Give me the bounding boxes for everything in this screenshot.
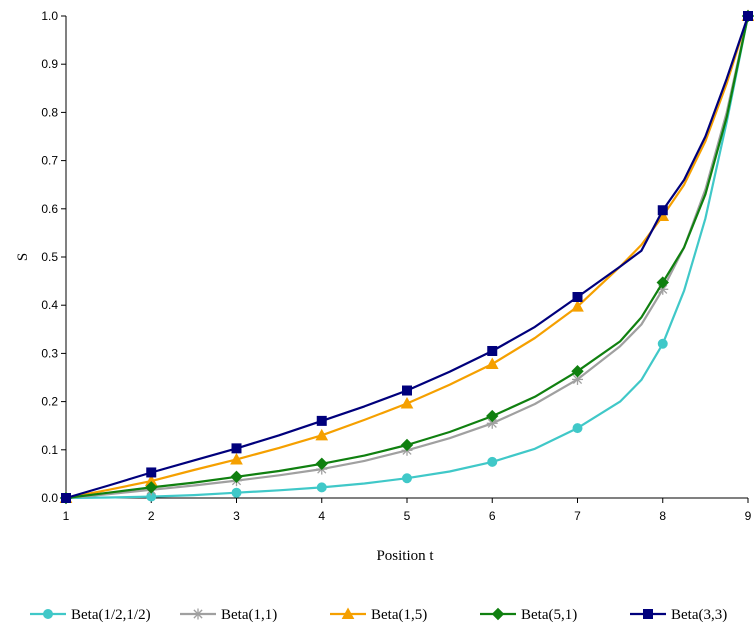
y-axis-label: S bbox=[15, 253, 31, 261]
y-tick-label: 0.8 bbox=[41, 105, 58, 119]
legend-swatch-marker bbox=[644, 610, 653, 619]
x-tick-label: 7 bbox=[574, 509, 581, 523]
series-2-line bbox=[66, 16, 748, 498]
x-tick-label: 1 bbox=[63, 509, 70, 523]
legend-label: Beta(1/2,1/2) bbox=[71, 607, 151, 623]
y-tick-label: 0.5 bbox=[41, 250, 58, 264]
series-4-line bbox=[66, 16, 748, 498]
x-tick-label: 5 bbox=[404, 509, 411, 523]
axes bbox=[61, 16, 748, 503]
y-tick-label: 0.7 bbox=[41, 154, 58, 168]
y-tick-label: 0.6 bbox=[41, 202, 58, 216]
legend-label: Beta(3,3) bbox=[671, 607, 727, 623]
series-5-point bbox=[232, 444, 241, 453]
legend-label: Beta(5,1) bbox=[521, 607, 577, 623]
series-2 bbox=[61, 11, 754, 504]
y-tick-label: 0.2 bbox=[41, 395, 58, 409]
series-1-point bbox=[403, 474, 412, 483]
series-5-line bbox=[66, 16, 748, 498]
y-tick-label: 1.0 bbox=[41, 9, 58, 23]
legend-swatch-marker bbox=[193, 609, 204, 620]
series-5-point bbox=[147, 468, 156, 477]
series-1 bbox=[62, 12, 753, 503]
x-axis-label: Position t bbox=[376, 548, 434, 564]
y-tick-label: 0.3 bbox=[41, 346, 58, 360]
y-tick-label: 0.4 bbox=[41, 298, 58, 312]
series-1-point bbox=[658, 339, 667, 348]
legend-swatch-marker bbox=[493, 609, 504, 620]
x-tick-label: 2 bbox=[148, 509, 155, 523]
series-1-point bbox=[573, 424, 582, 433]
tick-labels: 0.0 0.1 0.2 0.3 0.4 0.5 0.6 0.7 0.8 0.9 1.0 1 2 3 4 5 6 7… bbox=[41, 9, 751, 523]
legend-label: Beta(1,1) bbox=[221, 607, 277, 623]
y-tick-label: 0.0 bbox=[41, 491, 58, 505]
legend-item: Beta(1/2,1/2) bbox=[30, 607, 151, 623]
legend-item: Beta(1,1) bbox=[180, 607, 277, 623]
series-5-point bbox=[573, 293, 582, 302]
x-tick-label: 9 bbox=[745, 509, 752, 523]
series-5-point bbox=[488, 346, 497, 355]
series-1-line bbox=[66, 16, 748, 498]
series-3 bbox=[61, 11, 754, 503]
series-5-point bbox=[658, 206, 667, 215]
x-tick-label: 3 bbox=[233, 509, 240, 523]
legend-label: Beta(1,5) bbox=[371, 607, 427, 623]
y-tick-label: 0.9 bbox=[41, 57, 58, 71]
series-3-point bbox=[487, 359, 498, 369]
series-3-line bbox=[66, 16, 748, 498]
legend-swatch-marker bbox=[44, 610, 53, 619]
series-4 bbox=[61, 11, 754, 504]
series-5-point bbox=[317, 416, 326, 425]
series-4-point bbox=[657, 277, 668, 288]
legend-item: Beta(3,3) bbox=[630, 607, 727, 623]
series-5-point bbox=[744, 12, 753, 21]
series-1-point bbox=[488, 457, 497, 466]
series-layer bbox=[61, 11, 754, 504]
legend: Beta(1/2,1/2) Beta(1,1) Beta(1,5) Beta(5,1)… bbox=[30, 607, 727, 623]
legend-item: Beta(5,1) bbox=[480, 607, 577, 623]
series-1-point bbox=[232, 488, 241, 497]
series-5-point bbox=[62, 494, 71, 503]
x-tick-label: 4 bbox=[318, 509, 325, 523]
series-3-point bbox=[402, 398, 413, 408]
x-tick-label: 6 bbox=[489, 509, 496, 523]
series-1-point bbox=[317, 483, 326, 492]
series-5 bbox=[62, 12, 753, 503]
y-tick-label: 0.1 bbox=[41, 443, 58, 457]
x-tick-label: 8 bbox=[659, 509, 666, 523]
series-5-point bbox=[403, 386, 412, 395]
legend-item: Beta(1,5) bbox=[330, 607, 427, 623]
